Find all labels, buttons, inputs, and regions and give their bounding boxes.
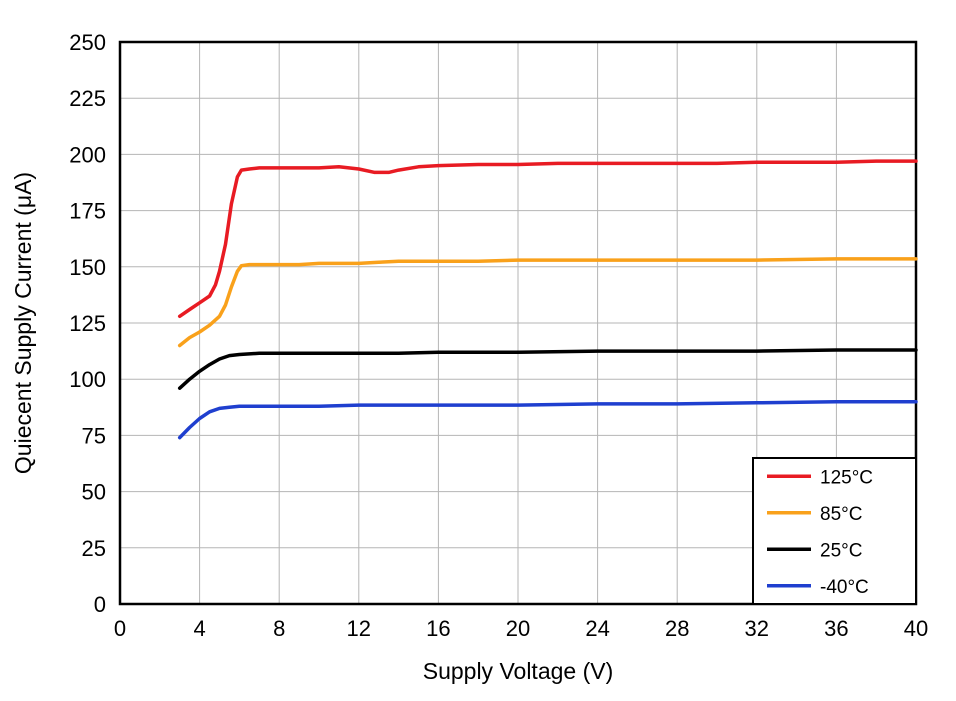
legend-box [752,457,917,605]
x-tick-label: 0 [114,616,126,641]
x-tick-label: 20 [506,616,530,641]
series-line-85°C [177,257,918,348]
legend-label-85°C: 85°C [820,504,862,525]
legend-label-125°C: 125°C [820,467,873,488]
x-tick-label: 8 [273,616,285,641]
legend-label--40°C: -40°C [820,577,869,598]
x-axis-title: Supply Voltage (V) [422,658,614,684]
plot-border [118,40,918,606]
y-tick-label: 200 [69,142,106,167]
x-tick-label: 16 [426,616,450,641]
legend-label-25°C: 25°C [820,540,862,561]
x-tick-label: 36 [824,616,848,641]
x-tick-label: 24 [585,616,609,641]
y-tick-label: 75 [82,423,106,448]
x-tick-label: 4 [193,616,205,641]
y-axis-title: Quiecent Supply Current (μA) [10,171,36,475]
y-tick-label: 50 [82,480,106,505]
y-tick-label: 100 [69,367,106,392]
x-tick-label: 40 [904,616,928,641]
y-tick-label: 150 [69,255,106,280]
series-line--40°C [177,399,918,440]
y-tick-label: 125 [69,311,106,336]
series-line-125°C [177,159,918,319]
y-tick-label: 175 [69,199,106,224]
x-tick-label: 32 [745,616,769,641]
y-tick-label: 225 [69,86,106,111]
x-tick-label: 12 [347,616,371,641]
y-tick-label: 250 [69,30,106,55]
y-tick-label: 25 [82,536,106,561]
y-tick-label: 0 [94,592,106,617]
x-tick-label: 28 [665,616,689,641]
series-line-25°C [177,348,918,390]
